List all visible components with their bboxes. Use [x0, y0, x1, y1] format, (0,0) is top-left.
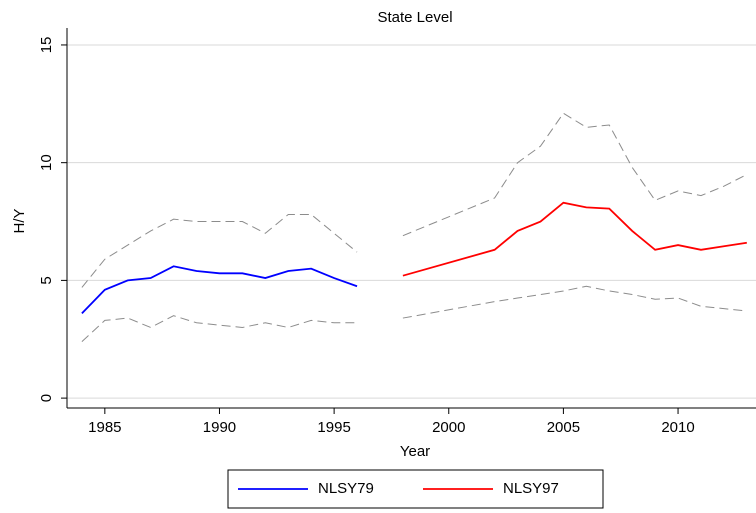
ci-line — [81, 213, 358, 288]
x-tick-label: 2000 — [432, 419, 465, 436]
x-tick-label: 1985 — [88, 419, 121, 436]
y-tick-label: 5 — [38, 276, 55, 284]
series-line — [81, 265, 358, 314]
legend-label: NLSY97 — [503, 480, 559, 497]
y-tick-label: 0 — [38, 394, 55, 402]
y-axis-label: H/Y — [11, 208, 28, 233]
chart-title: State Level — [377, 9, 452, 26]
legend-label: NLSY79 — [318, 480, 374, 497]
ci-line — [402, 285, 747, 319]
x-tick-label: 1990 — [203, 419, 236, 436]
x-tick-label: 2010 — [661, 419, 694, 436]
ci-line — [81, 315, 358, 342]
y-tick-label: 15 — [38, 37, 55, 54]
series-line — [402, 201, 747, 277]
y-tick-label: 10 — [38, 154, 55, 171]
x-tick-label: 1995 — [317, 419, 350, 436]
x-axis-label: Year — [400, 443, 430, 460]
ci-line — [402, 112, 748, 237]
x-tick-label: 2005 — [547, 419, 580, 436]
